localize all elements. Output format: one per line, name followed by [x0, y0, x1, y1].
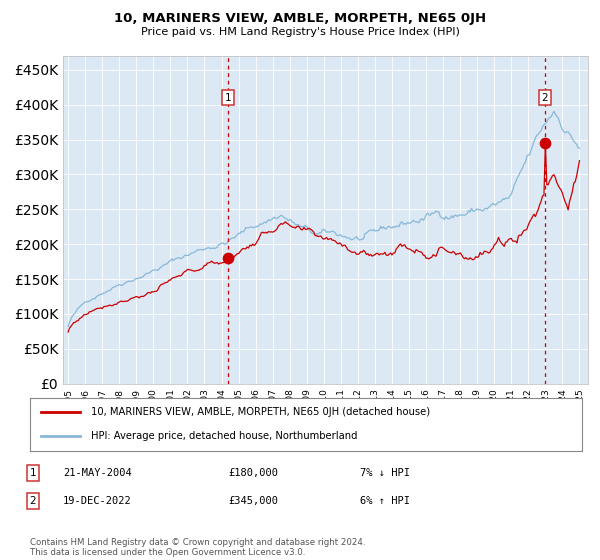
Text: 10, MARINERS VIEW, AMBLE, MORPETH, NE65 0JH: 10, MARINERS VIEW, AMBLE, MORPETH, NE65 … — [114, 12, 486, 25]
Text: 1: 1 — [29, 468, 37, 478]
Point — [540, 139, 550, 148]
Text: 1: 1 — [224, 93, 232, 103]
Text: 2: 2 — [29, 496, 37, 506]
Text: Contains HM Land Registry data © Crown copyright and database right 2024.
This d: Contains HM Land Registry data © Crown c… — [30, 538, 365, 557]
Text: HPI: Average price, detached house, Northumberland: HPI: Average price, detached house, Nort… — [91, 431, 357, 441]
Text: £180,000: £180,000 — [228, 468, 278, 478]
Text: Price paid vs. HM Land Registry's House Price Index (HPI): Price paid vs. HM Land Registry's House … — [140, 27, 460, 37]
Text: 7% ↓ HPI: 7% ↓ HPI — [360, 468, 410, 478]
Text: 19-DEC-2022: 19-DEC-2022 — [63, 496, 132, 506]
Text: 2: 2 — [541, 93, 548, 103]
Text: 6% ↑ HPI: 6% ↑ HPI — [360, 496, 410, 506]
Text: £345,000: £345,000 — [228, 496, 278, 506]
Text: 10, MARINERS VIEW, AMBLE, MORPETH, NE65 0JH (detached house): 10, MARINERS VIEW, AMBLE, MORPETH, NE65 … — [91, 408, 430, 418]
Point — [223, 254, 233, 263]
Text: 21-MAY-2004: 21-MAY-2004 — [63, 468, 132, 478]
